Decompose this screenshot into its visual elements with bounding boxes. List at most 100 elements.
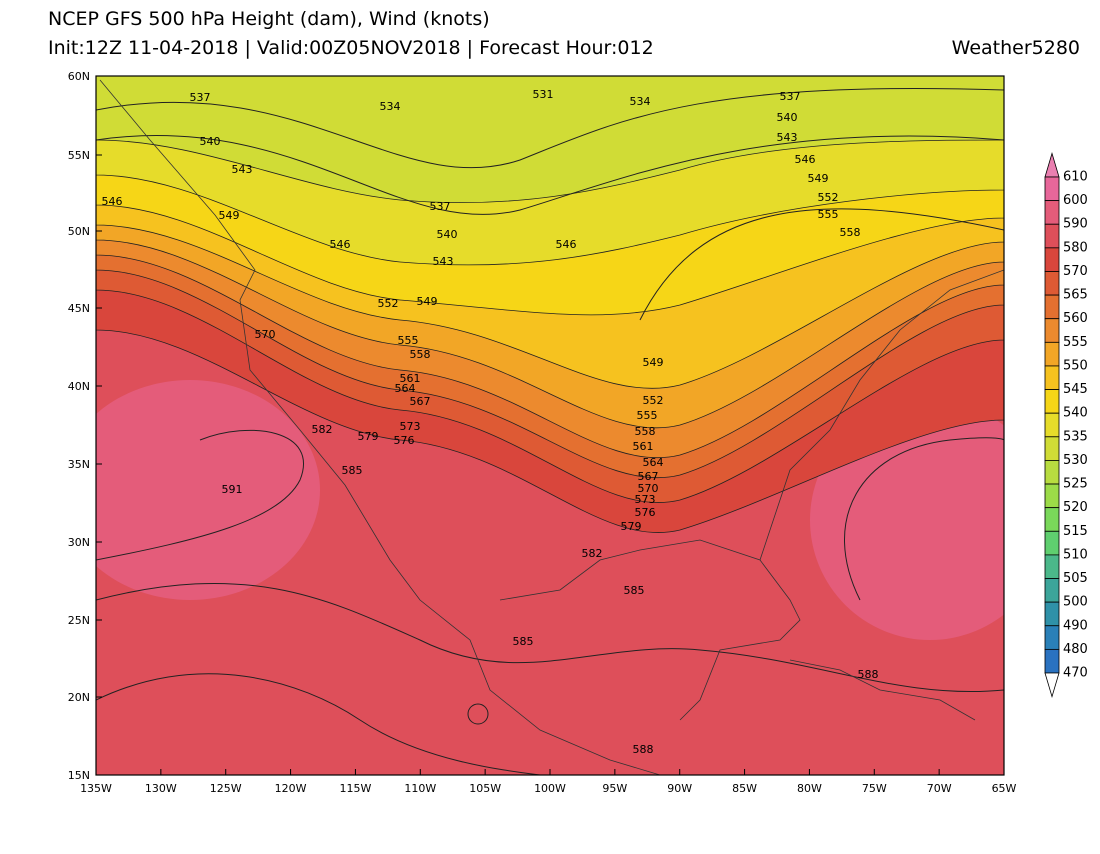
colorbar-box xyxy=(1044,294,1060,320)
contour-label: 537 xyxy=(430,200,451,213)
lon-label: 100W xyxy=(534,782,566,795)
contour-label: 564 xyxy=(395,382,416,395)
lat-label: 60N xyxy=(68,70,90,83)
brand: Weather5280 xyxy=(952,37,1080,59)
colorbar-cap xyxy=(1044,151,1060,178)
contour-label: 573 xyxy=(400,420,421,433)
contour-label: 549 xyxy=(643,356,664,369)
contour-label: 564 xyxy=(643,456,664,469)
contour-label: 540 xyxy=(200,135,221,148)
contour-label: 552 xyxy=(378,297,399,310)
contour-label: 567 xyxy=(638,470,659,483)
contour-label: 576 xyxy=(394,434,415,447)
colorbar-box xyxy=(1044,483,1060,509)
contour-label: 549 xyxy=(417,295,438,308)
lat-label: 50N xyxy=(68,225,90,238)
contour-label: 591 xyxy=(222,483,243,496)
colorbar-box xyxy=(1044,341,1060,367)
colorbar-label: 555 xyxy=(1063,335,1088,350)
lon-label: 120W xyxy=(275,782,307,795)
colorbar-box xyxy=(1044,176,1060,202)
colorbar-label: 610 xyxy=(1063,170,1088,185)
lon-label: 110W xyxy=(404,782,436,795)
contour-label: 555 xyxy=(637,409,658,422)
colorbar-box xyxy=(1044,625,1060,650)
lat-label: 15N xyxy=(68,769,90,782)
colorbar-label: 540 xyxy=(1063,406,1088,421)
contour-label: 555 xyxy=(398,334,419,347)
contour-label: 534 xyxy=(630,95,651,108)
colorbar-box xyxy=(1044,271,1060,296)
contour-label: 549 xyxy=(808,172,829,185)
colorbar-box xyxy=(1044,460,1060,485)
contour-label: 582 xyxy=(312,423,333,436)
contour-label: 558 xyxy=(635,425,656,438)
contour-label: 585 xyxy=(342,464,363,477)
lat-label: 45N xyxy=(68,302,90,315)
height-bands xyxy=(96,76,1004,533)
colorbar-box xyxy=(1044,648,1060,674)
colorbar-label: 570 xyxy=(1063,264,1088,279)
contour-label: 561 xyxy=(400,372,421,385)
lon-label: 130W xyxy=(145,782,177,795)
colorbar-box xyxy=(1044,318,1060,343)
lon-label: 80W xyxy=(797,782,822,795)
contour-label: 552 xyxy=(643,394,664,407)
colorbar-box xyxy=(1044,436,1060,461)
colorbar-label: 480 xyxy=(1063,642,1088,657)
lat-label: 55N xyxy=(68,149,90,162)
lon-label: 90W xyxy=(667,782,692,795)
colorbar-label: 500 xyxy=(1063,595,1088,610)
colorbar-label: 520 xyxy=(1063,500,1088,515)
high-area xyxy=(96,380,320,600)
subtitle: Init:12Z 11-04-2018 | Valid:00Z05NOV2018… xyxy=(48,37,654,59)
contour-label: 552 xyxy=(818,191,839,204)
colorbar-label: 510 xyxy=(1063,547,1088,562)
colorbar-box xyxy=(1044,200,1060,225)
colorbar-box xyxy=(1044,578,1060,603)
colorbar-label: 525 xyxy=(1063,477,1088,492)
contour-label: 543 xyxy=(777,131,798,144)
contour-label: 588 xyxy=(858,668,879,681)
colorbar-box xyxy=(1044,389,1060,414)
contour-label: 561 xyxy=(633,440,654,453)
colorbar-box xyxy=(1044,507,1060,532)
colorbar-box xyxy=(1044,365,1060,390)
colorbar-label: 565 xyxy=(1063,288,1088,303)
lon-label: 95W xyxy=(602,782,627,795)
title: NCEP GFS 500 hPa Height (dam), Wind (kno… xyxy=(48,8,490,30)
contour-label: 546 xyxy=(556,238,577,251)
contour-label: 579 xyxy=(621,520,642,533)
contour-label: 537 xyxy=(780,90,801,103)
lon-label: 75W xyxy=(862,782,887,795)
contour-label: 549 xyxy=(219,209,240,222)
colorbar-label: 490 xyxy=(1063,618,1088,633)
colorbar-label: 530 xyxy=(1063,453,1088,468)
lat-label: 20N xyxy=(68,691,90,704)
colorbar-label: 590 xyxy=(1063,217,1088,232)
contour-label: 582 xyxy=(582,547,603,560)
contour-label: 546 xyxy=(795,153,816,166)
contour-label: 546 xyxy=(330,238,351,251)
contour-label: 555 xyxy=(818,208,839,221)
lat-label: 25N xyxy=(68,614,90,627)
colorbar-label: 550 xyxy=(1063,358,1088,373)
lat-label: 30N xyxy=(68,536,90,549)
contours xyxy=(96,87,1004,775)
colorbar-box xyxy=(1044,412,1060,438)
lat-label: 40N xyxy=(68,380,90,393)
lon-label: 115W xyxy=(339,782,371,795)
colorbar-label: 515 xyxy=(1063,524,1088,539)
colorbar-box xyxy=(1044,247,1060,272)
contour-label: 585 xyxy=(624,584,645,597)
contour-label: 543 xyxy=(433,255,454,268)
lon-label: 65W xyxy=(992,782,1017,795)
lon-label: 70W xyxy=(927,782,952,795)
contour-label: 540 xyxy=(437,228,458,241)
contour-label: 558 xyxy=(840,226,861,239)
lon-label: 125W xyxy=(210,782,242,795)
